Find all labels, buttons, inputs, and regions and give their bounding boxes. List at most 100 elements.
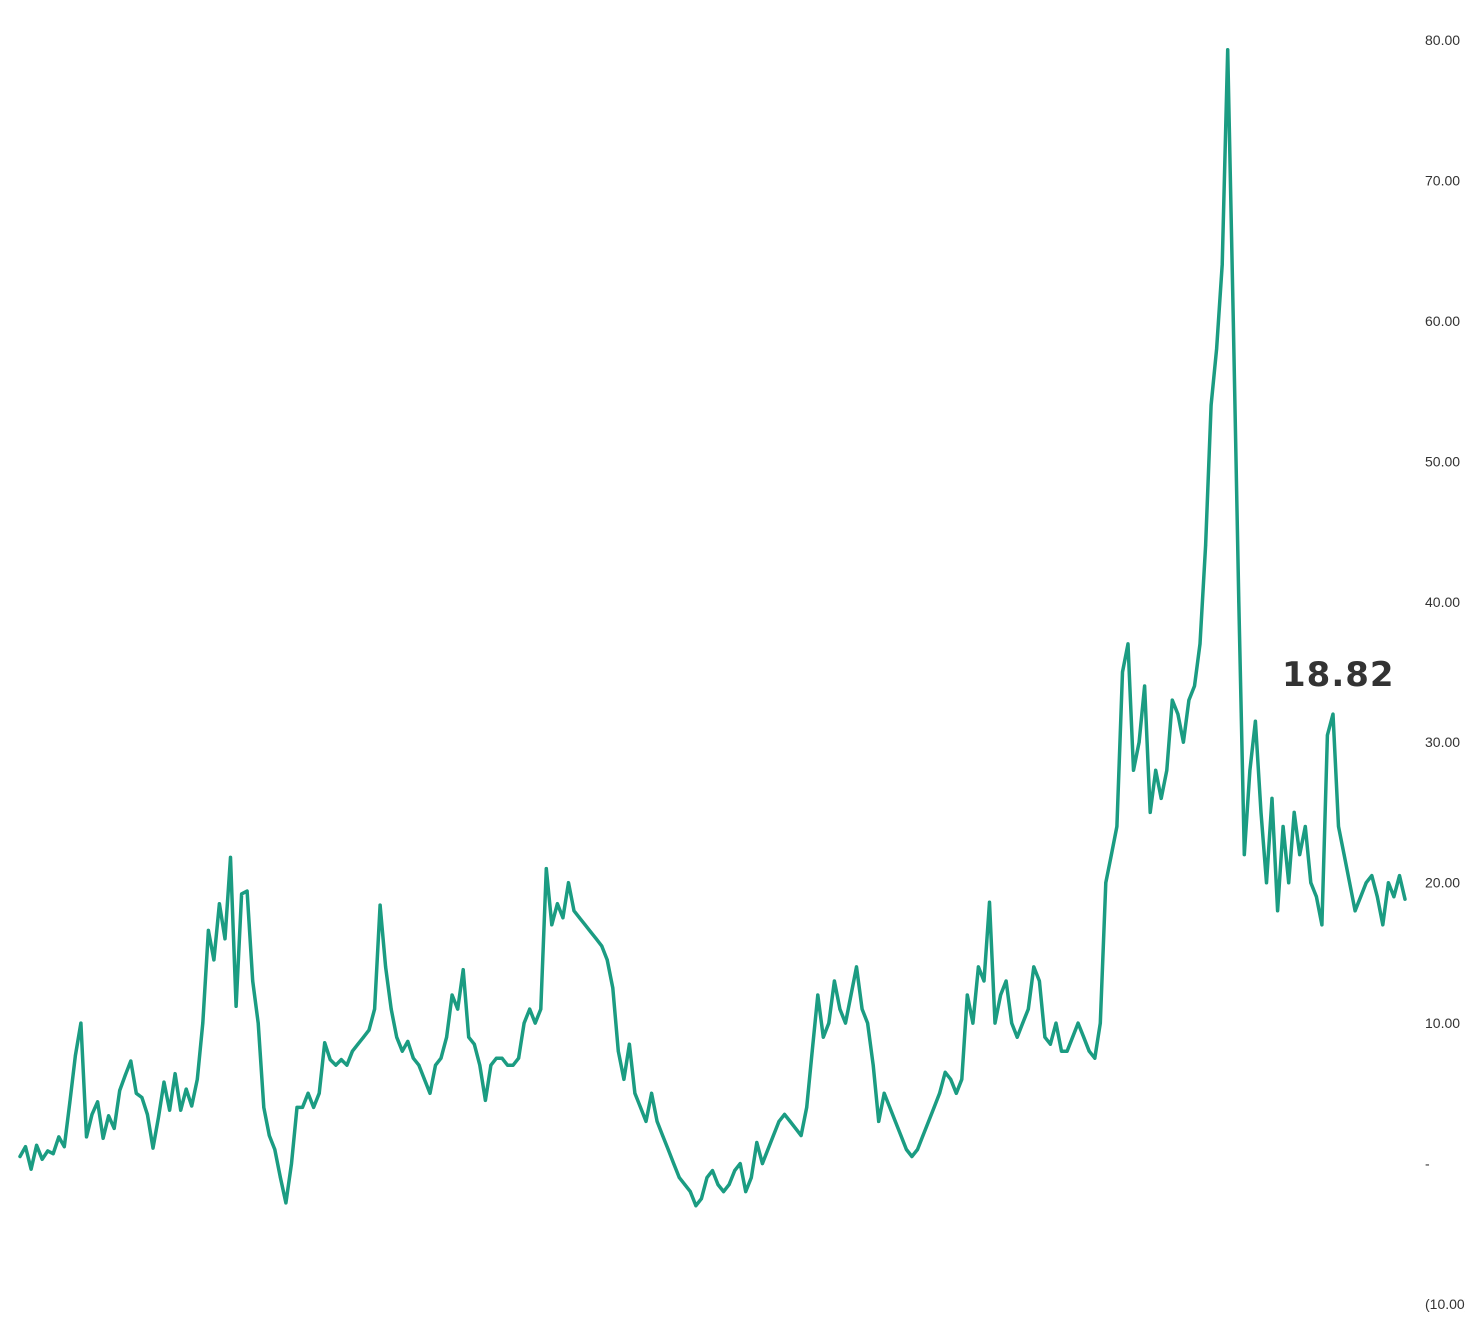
data-point [472, 1042, 476, 1046]
data-point [190, 1104, 194, 1108]
data-point [1303, 825, 1307, 828]
data-point [1292, 810, 1296, 814]
y-tick-label: 50.00 [1425, 453, 1460, 469]
data-point [140, 1096, 144, 1099]
data-point [179, 1108, 183, 1112]
data-point [107, 1114, 111, 1118]
data-point [1276, 909, 1280, 913]
data-point [85, 1135, 88, 1139]
data-point [1187, 698, 1191, 702]
data-point [1015, 1035, 1019, 1039]
data-point [677, 1176, 681, 1180]
data-point [1037, 979, 1041, 983]
data-point [711, 1169, 714, 1173]
data-point [350, 1049, 354, 1053]
data-point [356, 1042, 360, 1046]
data-point [1381, 923, 1385, 927]
data-point [46, 1149, 50, 1153]
data-point [910, 1155, 914, 1158]
data-point [539, 1007, 543, 1011]
data-point [733, 1169, 737, 1173]
data-point [616, 1049, 620, 1053]
data-point [727, 1183, 731, 1187]
data-point [1137, 740, 1141, 744]
data-point [362, 1035, 365, 1039]
data-point [206, 928, 210, 932]
data-point [544, 867, 548, 871]
data-point [760, 1162, 764, 1166]
data-point [151, 1146, 155, 1150]
data-point [688, 1190, 692, 1194]
data-point [384, 965, 388, 969]
data-point [312, 1105, 316, 1109]
y-tick-label: 10.00 [1425, 1015, 1460, 1031]
data-point [400, 1049, 404, 1053]
y-tick-label: - [1425, 1156, 1430, 1172]
data-point [899, 1134, 903, 1137]
data-point [788, 1119, 792, 1123]
data-point [960, 1077, 964, 1081]
data-point [550, 923, 554, 927]
data-point [240, 892, 244, 896]
data-point [1132, 768, 1135, 772]
y-tick-label: 30.00 [1425, 734, 1460, 750]
data-point [301, 1105, 304, 1109]
data-point [611, 986, 615, 990]
data-point [284, 1201, 288, 1205]
data-point [650, 1091, 654, 1095]
y-tick-label: 40.00 [1425, 594, 1460, 610]
data-point [223, 937, 227, 941]
data-point [594, 937, 598, 941]
data-point [633, 1091, 637, 1095]
y-tick-label: 70.00 [1425, 172, 1460, 188]
data-point [134, 1091, 138, 1095]
data-point [605, 958, 609, 962]
data-point [29, 1167, 33, 1171]
last-value-label: 18.82 [1282, 655, 1395, 695]
data-point [96, 1100, 100, 1104]
data-point [1065, 1049, 1069, 1053]
data-point [339, 1058, 343, 1062]
data-point [749, 1176, 753, 1180]
data-point [949, 1077, 953, 1081]
data-point [118, 1089, 122, 1092]
data-point [428, 1091, 432, 1095]
data-point [101, 1136, 105, 1140]
data-point [273, 1148, 277, 1151]
data-point [1076, 1021, 1080, 1025]
data-point [295, 1105, 299, 1109]
data-point [1348, 881, 1352, 885]
data-point [916, 1148, 919, 1151]
data-point [1087, 1049, 1091, 1053]
data-point [805, 1105, 809, 1109]
data-point [943, 1070, 947, 1074]
data-point [1353, 909, 1357, 913]
data-point [79, 1021, 83, 1025]
data-point [511, 1063, 515, 1067]
data-point [267, 1134, 271, 1137]
data-point [794, 1126, 798, 1130]
data-point [705, 1176, 709, 1180]
data-point [1193, 684, 1196, 688]
data-point [367, 1028, 371, 1032]
data-point [434, 1063, 437, 1067]
data-point [1386, 881, 1390, 885]
data-point [1048, 1042, 1052, 1046]
data-point [694, 1204, 698, 1208]
data-point [766, 1148, 770, 1151]
data-point [1104, 881, 1108, 885]
data-point [965, 993, 969, 997]
data-point [567, 881, 570, 885]
data-point [716, 1183, 720, 1187]
data-point [1309, 881, 1313, 885]
data-point [1342, 853, 1346, 857]
series-points [18, 48, 1407, 1208]
data-point [1231, 319, 1235, 323]
data-point [871, 1063, 875, 1067]
data-point [783, 1112, 786, 1116]
data-point [744, 1190, 748, 1194]
data-point [245, 889, 249, 893]
data-point [755, 1141, 759, 1144]
data-point [1148, 810, 1152, 814]
y-tick-label: 20.00 [1425, 875, 1460, 891]
